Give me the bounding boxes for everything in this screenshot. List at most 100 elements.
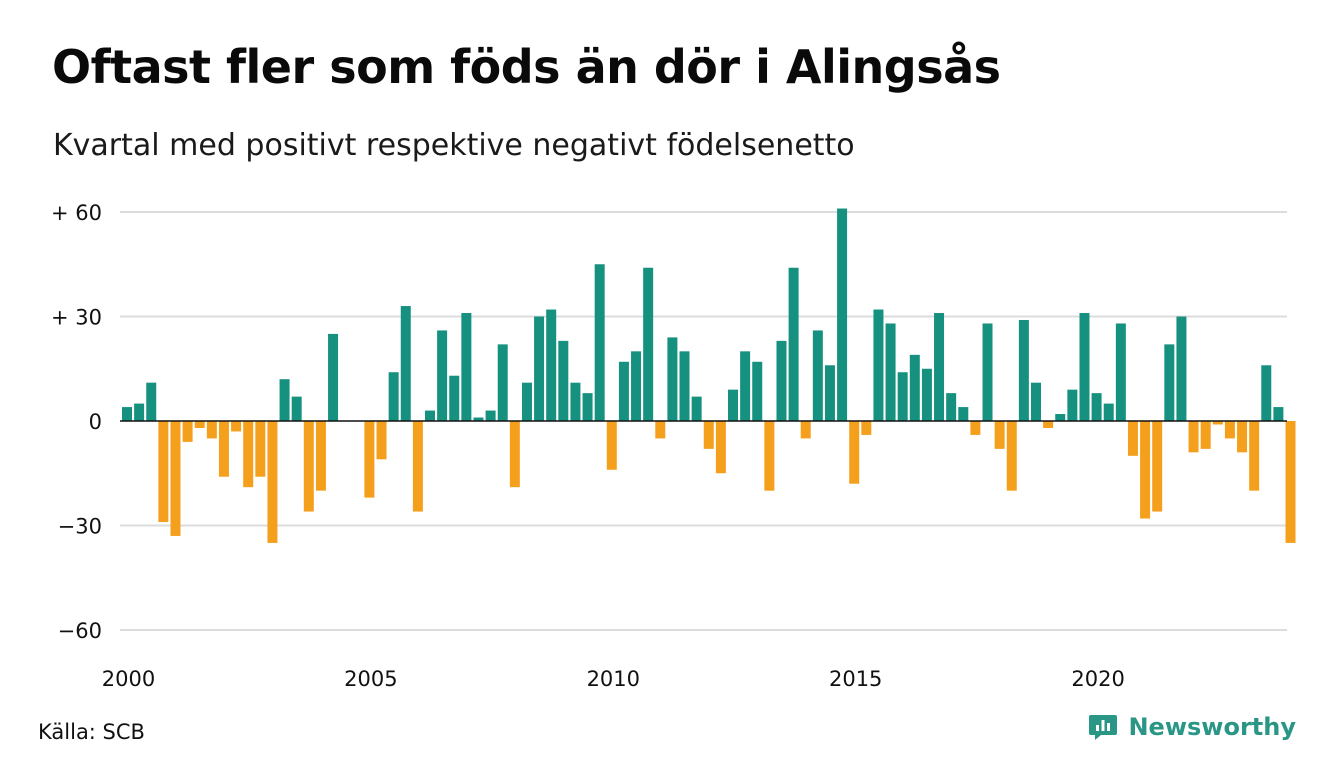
bar-positive	[1031, 382, 1041, 421]
bar-positive	[1018, 319, 1029, 421]
bar-positive	[594, 264, 605, 421]
bar-negative	[509, 421, 520, 488]
bar-positive	[982, 323, 993, 421]
bar-negative	[1237, 421, 1248, 453]
bar-positive	[546, 309, 557, 421]
bar-positive	[909, 354, 920, 421]
bar-negative	[1188, 421, 1199, 453]
bar-negative	[1200, 421, 1211, 449]
bar-negative	[158, 421, 169, 523]
bar-negative	[1006, 421, 1017, 491]
bar-negative	[703, 421, 714, 449]
bar-positive	[473, 417, 484, 421]
bar-positive	[1067, 389, 1078, 421]
bar-negative	[1140, 421, 1151, 519]
y-tick-label: −30	[58, 515, 102, 539]
bar-positive	[582, 393, 593, 421]
bar-negative	[606, 421, 617, 470]
bar-positive	[824, 365, 835, 421]
y-tick-label: + 60	[51, 201, 102, 225]
bar-positive	[1103, 403, 1114, 421]
bar-positive	[946, 393, 957, 421]
bar-positive	[1164, 344, 1175, 421]
bar-positive	[388, 372, 399, 421]
bar-positive	[618, 361, 629, 421]
bar-positive	[449, 375, 460, 421]
x-tick-label: 2015	[829, 667, 882, 691]
bar-positive	[1176, 316, 1187, 421]
bar-negative	[194, 421, 205, 428]
bar-negative	[655, 421, 666, 439]
bar-negative	[267, 421, 278, 543]
bar-negative	[1285, 421, 1296, 543]
bar-positive	[1273, 407, 1284, 421]
brand-logo[interactable]: Newsworthy	[1088, 712, 1296, 742]
x-tick-label: 2000	[102, 667, 155, 691]
bar-positive	[497, 344, 508, 421]
bar-positive	[122, 407, 132, 421]
brand-name: Newsworthy	[1128, 713, 1296, 741]
bar-negative	[255, 421, 266, 477]
source-note: Källa: SCB	[38, 720, 145, 744]
bar-positive	[897, 372, 908, 421]
y-axis-labels: + 60 + 30 0 −30 −60	[51, 201, 102, 643]
bar-positive	[934, 313, 945, 421]
bars	[122, 208, 1296, 543]
bar-positive	[534, 316, 545, 421]
bar-positive	[812, 330, 823, 421]
bar-positive	[485, 410, 496, 421]
bar-positive	[425, 410, 435, 421]
bar-negative	[170, 421, 181, 536]
bar-negative	[1127, 421, 1138, 456]
bar-negative	[861, 421, 872, 435]
bar-negative	[970, 421, 981, 435]
bar-positive	[146, 382, 157, 421]
bar-positive	[400, 306, 411, 421]
bar-positive	[885, 323, 896, 421]
bar-positive	[873, 309, 884, 421]
bar-positive	[728, 389, 738, 421]
bar-negative	[231, 421, 242, 432]
bar-positive	[776, 340, 787, 421]
bar-negative	[218, 421, 229, 477]
bar-positive	[1261, 365, 1272, 421]
bar-negative	[1043, 421, 1054, 428]
bar-negative	[206, 421, 217, 439]
bar-positive	[558, 340, 569, 421]
bar-positive	[328, 333, 339, 421]
bar-negative	[315, 421, 326, 491]
bar-negative	[364, 421, 375, 498]
x-tick-label: 2020	[1071, 667, 1124, 691]
chart-title: Oftast fler som föds än dör i Alingsås	[52, 40, 1001, 94]
bar-positive	[134, 403, 145, 421]
bar-positive	[958, 407, 969, 421]
gridlines	[120, 211, 1287, 631]
y-tick-label: + 30	[51, 306, 102, 330]
bar-positive	[1055, 414, 1066, 421]
bar-positive	[521, 382, 532, 421]
bar-negative	[412, 421, 423, 512]
bar-positive	[1079, 313, 1090, 421]
bar-positive	[1091, 393, 1102, 421]
bar-positive	[740, 351, 751, 421]
bar-negative	[243, 421, 254, 488]
bar-positive	[461, 313, 472, 421]
bar-positive	[291, 396, 302, 421]
bar-negative	[1224, 421, 1235, 439]
bar-negative	[715, 421, 726, 474]
bar-positive	[752, 361, 763, 421]
x-axis-labels: 2000 2005 2010 2015 2020	[102, 667, 1125, 691]
bar-positive	[788, 267, 799, 421]
bar-positive	[837, 208, 848, 421]
bar-negative	[1152, 421, 1163, 512]
bar-positive	[1115, 323, 1126, 421]
bar-negative	[376, 421, 387, 460]
bar-negative	[1249, 421, 1260, 491]
bar-positive	[437, 330, 448, 421]
x-tick-label: 2005	[344, 667, 397, 691]
bar-negative	[1212, 421, 1223, 425]
bar-positive	[631, 351, 642, 421]
bar-negative	[303, 421, 314, 512]
bar-negative	[764, 421, 775, 491]
